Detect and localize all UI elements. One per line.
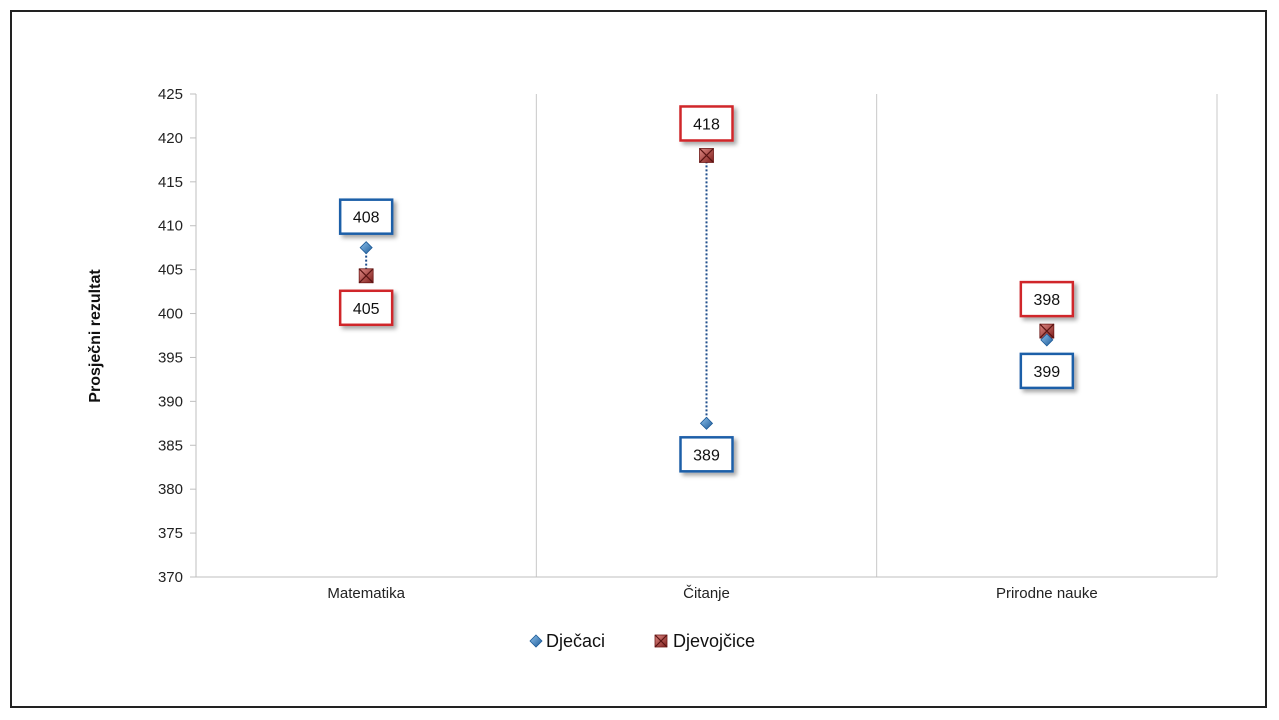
djevojčice-label-text: 418 xyxy=(693,116,720,133)
x-axis-ticks: Matematika Čitanje Prirodne nauke xyxy=(327,585,1097,602)
x-tick-label: Čitanje xyxy=(683,585,730,602)
legend-dječaci-marker xyxy=(529,634,543,648)
y-tick-label: 400 xyxy=(158,306,183,323)
djevojčice-label-box xyxy=(679,105,734,142)
djevojčice-label-text: 405 xyxy=(353,301,380,318)
data-labels: 408 405 389 418 399 398 xyxy=(338,105,1075,473)
category-gridlines xyxy=(535,94,1218,577)
djevojčice-label: 418 xyxy=(679,105,734,142)
dječaci-marker xyxy=(359,241,373,255)
djevojčice-marker-bevel xyxy=(699,148,714,163)
dječaci-label: 408 xyxy=(338,198,394,235)
dječaci-marker xyxy=(699,416,714,430)
djevojčice-marker xyxy=(358,268,374,284)
djevojčice-label-text: 398 xyxy=(1033,292,1060,309)
y-tick-label: 405 xyxy=(158,262,183,279)
dječaci-marker xyxy=(1040,333,1054,347)
djevojčice-marker-bevel xyxy=(654,634,668,648)
djevojčice-marker-bevel xyxy=(1039,323,1055,339)
connectors xyxy=(365,155,1048,424)
djevojčice-label-box xyxy=(1019,280,1075,318)
axes xyxy=(195,94,1217,578)
legend-djevojčice-marker xyxy=(654,634,668,648)
y-tick-label: 420 xyxy=(158,130,183,147)
x-tick-label: Matematika xyxy=(327,585,405,602)
y-tick-label: 375 xyxy=(158,525,183,542)
dječaci-label-text: 389 xyxy=(693,447,720,464)
y-tick-label: 390 xyxy=(158,393,183,410)
y-tick-label: 425 xyxy=(158,86,183,103)
djevojčice-label: 405 xyxy=(338,289,394,327)
dječaci-label-text: 399 xyxy=(1033,364,1060,381)
y-tick-label: 410 xyxy=(158,218,183,235)
djevojčice-marker xyxy=(699,148,714,163)
legend: Dječaci Djevojčice xyxy=(529,631,755,651)
y-axis-title: Prosječni rezultat xyxy=(87,269,104,403)
dječaci-label: 399 xyxy=(1019,352,1075,390)
dječaci-label-box xyxy=(1019,352,1075,390)
y-tick-label: 370 xyxy=(158,569,183,586)
x-tick-label: Prirodne nauke xyxy=(996,585,1098,602)
y-tick-label: 380 xyxy=(158,481,183,498)
y-tick-label: 415 xyxy=(158,174,183,191)
y-axis-ticks: 370 375 380 385 390 395 400 405 410 415 420 425 xyxy=(158,86,196,586)
dječaci-label-text: 408 xyxy=(353,210,380,227)
markers xyxy=(358,148,1055,430)
djevojčice-marker-bevel xyxy=(358,268,374,284)
dječaci-label: 389 xyxy=(679,436,734,473)
dječaci-label-box xyxy=(679,436,734,473)
legend-dječaci-label: Dječaci xyxy=(546,631,605,651)
legend-djevojčice-label: Djevojčice xyxy=(673,631,755,651)
y-tick-label: 395 xyxy=(158,349,183,366)
y-tick-label: 385 xyxy=(158,437,183,454)
djevojčice-label: 398 xyxy=(1019,280,1075,318)
dječaci-label-box xyxy=(338,198,394,235)
djevojčice-label-box xyxy=(338,289,394,327)
